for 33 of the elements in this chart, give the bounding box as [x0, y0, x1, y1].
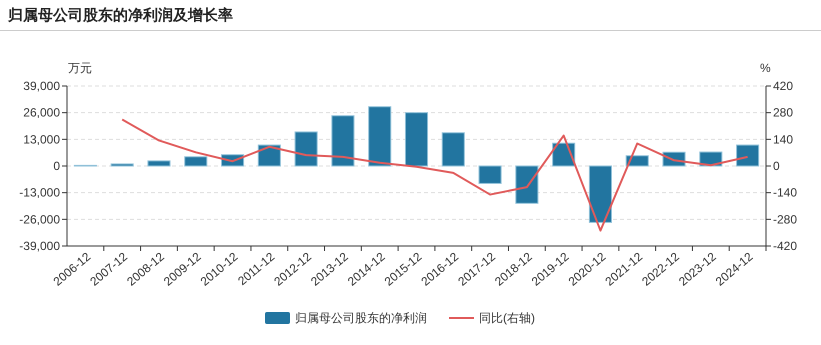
y-tick-label: 13,000 [23, 132, 60, 146]
y-tick-label: 0 [53, 159, 60, 173]
y-tick-label: 26,000 [23, 106, 60, 120]
y-tick-label: -13,000 [19, 186, 60, 200]
y-tick-label: -26,000 [19, 212, 60, 226]
y2-tick-label: -420 [773, 239, 798, 253]
bar [442, 132, 465, 166]
y2-axis-title: % [760, 61, 771, 75]
bar [478, 166, 502, 184]
bar [404, 112, 428, 166]
chart-title: 归属母公司股东的净利润及增长率 [7, 6, 233, 24]
bar [368, 106, 392, 166]
bar [147, 160, 171, 166]
y2-tick-label: -140 [773, 186, 798, 200]
y-tick-label: -39,000 [19, 239, 60, 253]
bar [515, 166, 538, 204]
line-series [121, 118, 749, 232]
bar [331, 115, 354, 166]
y2-tick-label: 140 [773, 132, 794, 146]
legend-label: 同比(右轴) [479, 311, 535, 325]
bar [294, 131, 318, 166]
bar [588, 166, 612, 223]
y2-tick-label: 0 [773, 159, 780, 173]
y2-tick-label: 420 [773, 79, 794, 93]
bar [184, 156, 208, 166]
y-tick-label: 39,000 [23, 79, 60, 93]
y2-tick-label: 280 [773, 106, 794, 120]
legend-label: 归属母公司股东的净利润 [295, 311, 427, 325]
bar [258, 144, 281, 166]
bar [736, 144, 760, 166]
y-axis-title: 万元 [68, 61, 92, 75]
y2-tick-label: -280 [773, 212, 798, 226]
bar [110, 163, 134, 166]
